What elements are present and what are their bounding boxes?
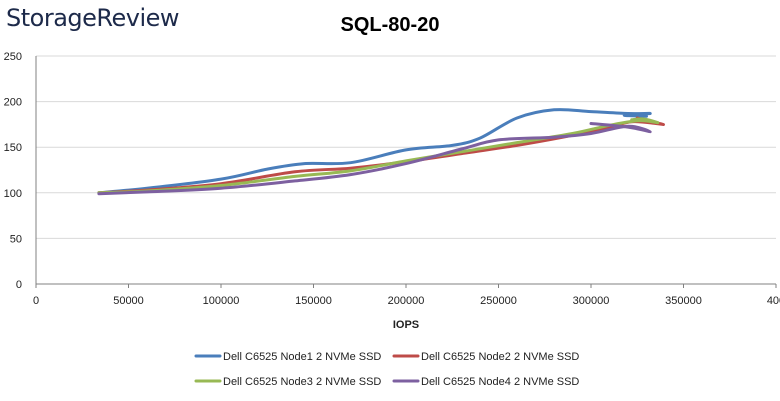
x-axis-title: IOPS	[393, 319, 419, 331]
y-tick-label: 100	[4, 188, 22, 200]
legend-label-node4: Dell C6525 Node4 2 NVMe SSD	[421, 376, 579, 388]
x-tick-label: 150000	[295, 295, 332, 307]
x-tick-label: 350000	[665, 295, 702, 307]
x-tick-label: 200000	[388, 295, 425, 307]
legend-label-node2: Dell C6525 Node2 2 NVMe SSD	[421, 351, 579, 363]
x-tick-label: 0	[33, 295, 39, 307]
x-tick-label: 400	[767, 295, 780, 307]
x-tick-label: 300000	[573, 295, 610, 307]
y-tick-label: 150	[4, 142, 22, 154]
storagereview-logo: StorageReview	[6, 4, 180, 32]
y-tick-label: 250	[4, 51, 22, 63]
x-tick-label: 50000	[113, 295, 144, 307]
x-tick-label: 250000	[480, 295, 517, 307]
y-tick-label: 200	[4, 97, 22, 109]
chart-title: SQL-80-20	[340, 14, 440, 36]
legend-label-node1: Dell C6525 Node1 2 NVMe SSD	[223, 351, 381, 363]
x-tick-label: 100000	[203, 295, 240, 307]
legend-label-node3: Dell C6525 Node3 2 NVMe SSD	[223, 376, 381, 388]
y-tick-label: 0	[16, 279, 22, 291]
series-line-node1	[97, 108, 652, 195]
series-line-node3	[97, 117, 660, 195]
series-line-node4	[97, 122, 652, 196]
y-tick-label: 50	[10, 233, 22, 245]
series-line-node2	[97, 116, 665, 195]
